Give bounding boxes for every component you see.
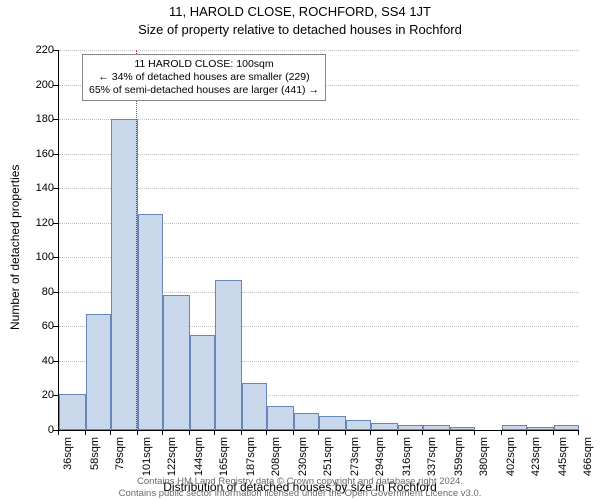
histogram-bar xyxy=(215,280,242,430)
x-tick-mark xyxy=(162,430,163,435)
footnote-line1: Contains HM Land Registry data © Crown c… xyxy=(0,476,600,487)
histogram-bar xyxy=(267,406,294,430)
histogram-bar xyxy=(86,314,111,430)
x-tick-mark xyxy=(553,430,554,435)
annotation-line1: 11 HAROLD CLOSE: 100sqm xyxy=(89,58,319,71)
y-tick-label: 100 xyxy=(14,252,54,263)
histogram-bar xyxy=(59,394,86,430)
x-tick-mark xyxy=(214,430,215,435)
x-tick-label: 58sqm xyxy=(90,437,101,477)
y-tick-label: 80 xyxy=(14,287,54,298)
x-tick-mark xyxy=(189,430,190,435)
x-tick-label: 337sqm xyxy=(427,437,438,477)
footnote-line2: Contains public sector information licen… xyxy=(0,488,600,499)
histogram-bar xyxy=(319,416,346,430)
histogram-bar xyxy=(554,425,579,430)
x-tick-mark xyxy=(370,430,371,435)
x-tick-label: 208sqm xyxy=(271,437,282,477)
x-tick-label: 380sqm xyxy=(479,437,490,477)
marker-line xyxy=(136,50,137,430)
y-tick-label: 180 xyxy=(14,114,54,125)
histogram-bar xyxy=(423,425,450,430)
histogram-bar xyxy=(527,427,554,430)
y-tick-label: 140 xyxy=(14,183,54,194)
x-tick-mark xyxy=(345,430,346,435)
x-tick-label: 402sqm xyxy=(506,437,517,477)
y-tick-label: 120 xyxy=(14,218,54,229)
x-tick-label: 445sqm xyxy=(558,437,569,477)
x-tick-label: 165sqm xyxy=(219,437,230,477)
x-tick-label: 251sqm xyxy=(323,437,334,477)
annotation-box: 11 HAROLD CLOSE: 100sqm ← 34% of detache… xyxy=(82,54,326,101)
histogram-bar xyxy=(398,425,423,430)
x-tick-mark xyxy=(110,430,111,435)
histogram-bar xyxy=(502,425,527,430)
x-tick-label: 187sqm xyxy=(246,437,257,477)
x-tick-label: 294sqm xyxy=(375,437,386,477)
annotation-line3: 65% of semi-detached houses are larger (… xyxy=(89,84,319,97)
chart-title-line1: 11, HAROLD CLOSE, ROCHFORD, SS4 1JT xyxy=(0,4,600,19)
histogram-bar xyxy=(190,335,215,430)
x-tick-mark xyxy=(526,430,527,435)
y-tick-label: 40 xyxy=(14,356,54,367)
x-tick-mark xyxy=(85,430,86,435)
chart-container: 11, HAROLD CLOSE, ROCHFORD, SS4 1JT Size… xyxy=(0,0,600,500)
y-tick-label: 0 xyxy=(14,425,54,436)
histogram-bar xyxy=(450,427,475,430)
x-tick-label: 316sqm xyxy=(402,437,413,477)
histogram-bar xyxy=(371,423,398,430)
x-tick-mark xyxy=(318,430,319,435)
chart-title-line2: Size of property relative to detached ho… xyxy=(0,22,600,37)
x-tick-mark xyxy=(137,430,138,435)
histogram-bar xyxy=(242,383,267,430)
x-tick-label: 79sqm xyxy=(115,437,126,477)
x-tick-label: 230sqm xyxy=(298,437,309,477)
x-tick-label: 36sqm xyxy=(63,437,74,477)
x-tick-mark xyxy=(241,430,242,435)
y-tick-label: 220 xyxy=(14,45,54,56)
x-tick-label: 466sqm xyxy=(583,437,594,477)
histogram-bar xyxy=(111,119,138,430)
plot-area xyxy=(58,50,579,431)
y-tick-label: 160 xyxy=(14,149,54,160)
x-tick-mark xyxy=(578,430,579,435)
histogram-bar xyxy=(163,295,190,430)
x-tick-label: 122sqm xyxy=(167,437,178,477)
annotation-line2: ← 34% of detached houses are smaller (22… xyxy=(89,71,319,84)
x-tick-label: 359sqm xyxy=(454,437,465,477)
histogram-bar xyxy=(138,214,163,430)
x-tick-mark xyxy=(58,430,59,435)
x-tick-mark xyxy=(397,430,398,435)
x-tick-mark xyxy=(501,430,502,435)
histogram-bar xyxy=(294,413,319,430)
x-tick-mark xyxy=(266,430,267,435)
x-tick-label: 101sqm xyxy=(142,437,153,477)
x-tick-label: 423sqm xyxy=(531,437,542,477)
y-tick-label: 20 xyxy=(14,390,54,401)
y-tick-label: 200 xyxy=(14,80,54,91)
x-tick-mark xyxy=(474,430,475,435)
x-tick-label: 144sqm xyxy=(194,437,205,477)
histogram-bar xyxy=(346,420,371,430)
x-tick-mark xyxy=(449,430,450,435)
x-tick-mark xyxy=(422,430,423,435)
x-tick-mark xyxy=(293,430,294,435)
y-tick-label: 60 xyxy=(14,321,54,332)
x-tick-label: 273sqm xyxy=(350,437,361,477)
